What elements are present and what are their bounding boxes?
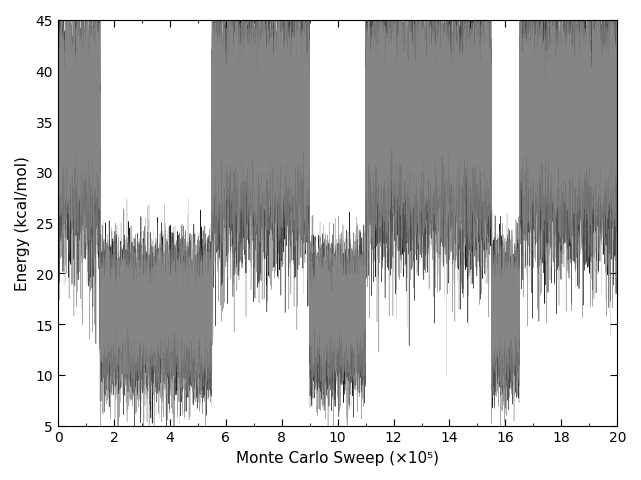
Y-axis label: Energy (kcal/mol): Energy (kcal/mol)	[15, 156, 30, 290]
X-axis label: Monte Carlo Sweep (×10⁵): Monte Carlo Sweep (×10⁵)	[236, 450, 439, 465]
